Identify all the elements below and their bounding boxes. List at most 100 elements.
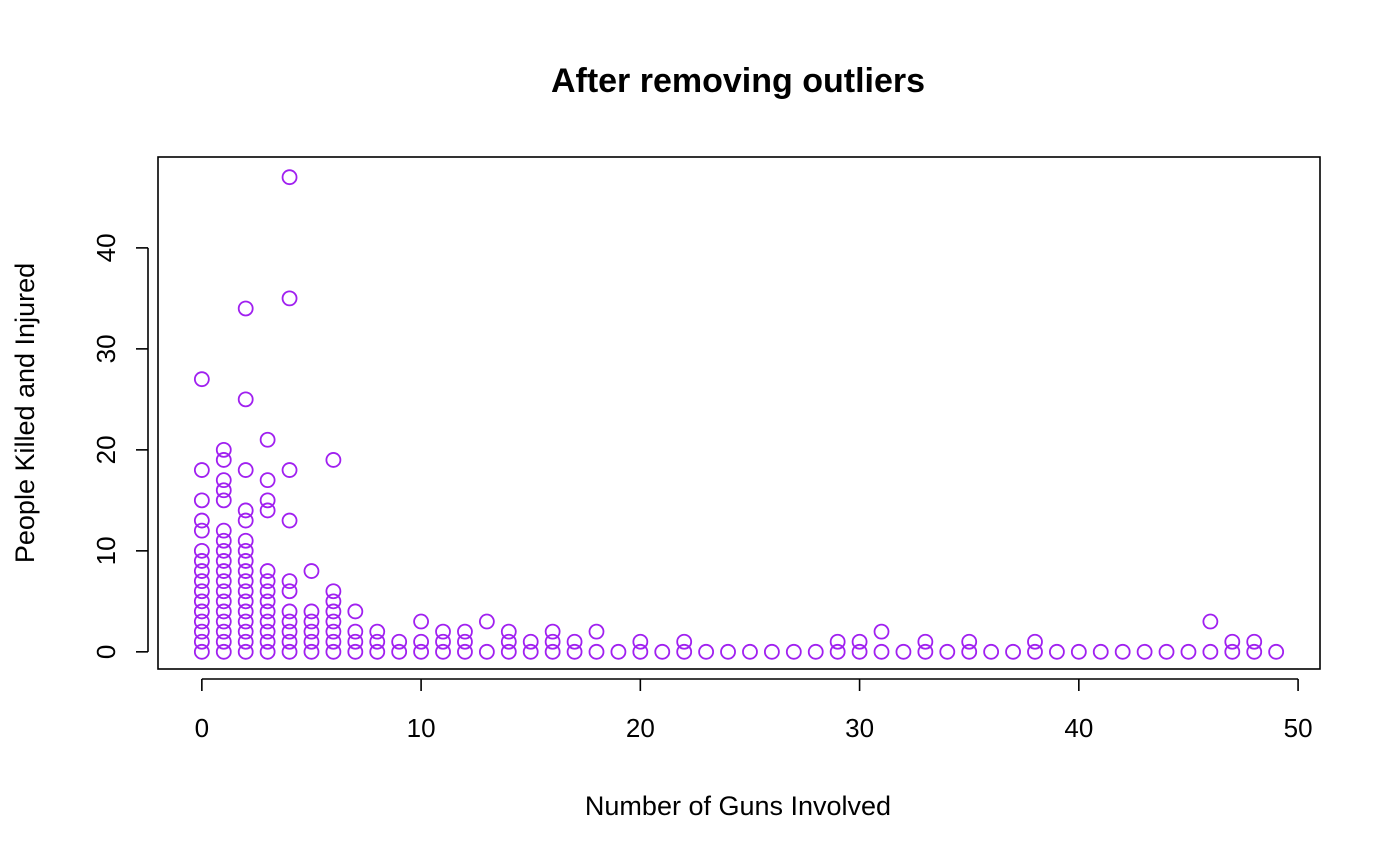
data-point — [961, 643, 978, 660]
data-point — [939, 643, 956, 660]
data-point — [544, 623, 561, 640]
data-point — [500, 623, 517, 640]
data-point — [237, 593, 254, 610]
data-point — [259, 613, 276, 630]
data-points — [193, 169, 1285, 660]
data-point — [303, 643, 320, 660]
data-point — [193, 371, 210, 388]
x-tick-label: 0 — [195, 713, 209, 743]
data-point — [215, 623, 232, 640]
data-point — [544, 633, 561, 650]
data-point — [829, 643, 846, 660]
data-point — [237, 573, 254, 590]
data-point — [193, 512, 210, 529]
data-point — [281, 462, 298, 478]
data-point — [237, 583, 254, 600]
data-point — [303, 623, 320, 640]
data-point — [215, 492, 232, 509]
data-point — [303, 613, 320, 630]
data-point — [259, 492, 276, 509]
data-point — [1070, 643, 1087, 660]
data-point — [215, 603, 232, 620]
data-point — [237, 502, 254, 519]
data-point — [237, 633, 254, 650]
data-point — [676, 643, 693, 660]
data-point — [237, 643, 254, 660]
data-point — [763, 643, 780, 660]
data-point — [500, 643, 517, 660]
data-point — [1246, 633, 1263, 650]
data-point — [369, 633, 386, 650]
data-point — [457, 643, 473, 660]
data-point — [193, 492, 210, 509]
data-point — [1092, 643, 1109, 660]
y-axis: 0 10 20 30 40 — [91, 233, 149, 659]
x-tick-label: 50 — [1284, 713, 1313, 743]
data-point — [1268, 643, 1285, 660]
y-tick-label: 10 — [91, 536, 121, 565]
data-point — [1180, 643, 1197, 660]
data-point — [281, 603, 298, 620]
data-point — [1158, 643, 1175, 660]
data-point — [457, 623, 473, 640]
data-point — [325, 643, 342, 660]
data-point — [281, 583, 298, 600]
data-point — [435, 633, 451, 650]
data-point — [237, 563, 254, 579]
data-point — [259, 623, 276, 640]
data-point — [1027, 643, 1043, 660]
data-point — [413, 633, 429, 650]
data-point — [654, 643, 671, 660]
data-point — [259, 593, 276, 610]
data-point — [500, 633, 517, 650]
data-point — [303, 563, 320, 579]
data-point — [193, 623, 210, 640]
data-point — [281, 613, 298, 630]
data-point — [829, 633, 846, 650]
data-point — [237, 553, 254, 569]
data-point — [347, 643, 364, 660]
y-tick-label: 30 — [91, 334, 121, 363]
data-point — [325, 623, 342, 640]
data-point — [215, 593, 232, 610]
data-point — [325, 593, 342, 610]
data-point — [522, 643, 539, 660]
data-point — [325, 613, 342, 630]
data-point — [435, 623, 451, 640]
data-point — [215, 482, 232, 499]
data-point — [259, 563, 276, 579]
data-point — [1224, 633, 1241, 650]
y-tick-label: 20 — [91, 435, 121, 464]
data-point — [413, 613, 429, 630]
data-point — [215, 542, 232, 559]
data-point — [851, 643, 868, 660]
data-point — [215, 583, 232, 600]
data-point — [391, 633, 408, 650]
data-point — [193, 613, 210, 630]
data-point — [895, 643, 912, 660]
data-point — [325, 583, 342, 600]
data-point — [193, 563, 210, 579]
data-point — [215, 472, 232, 489]
data-point — [281, 169, 298, 186]
data-point — [303, 633, 320, 650]
x-axis: 0 10 20 30 40 50 — [195, 678, 1313, 743]
data-point — [193, 553, 210, 569]
data-point — [391, 643, 408, 660]
data-point — [325, 603, 342, 620]
data-point — [193, 603, 210, 620]
data-point — [347, 633, 364, 650]
data-point — [237, 603, 254, 620]
data-point — [588, 623, 605, 640]
data-point — [281, 512, 298, 529]
data-point — [457, 633, 473, 650]
data-point — [369, 643, 386, 660]
data-point — [1114, 643, 1131, 660]
chart-title: After removing outliers — [551, 62, 925, 100]
data-point — [259, 573, 276, 590]
data-point — [193, 633, 210, 650]
data-point — [237, 542, 254, 559]
data-point — [259, 633, 276, 650]
data-point — [698, 643, 715, 660]
data-point — [1224, 643, 1241, 660]
